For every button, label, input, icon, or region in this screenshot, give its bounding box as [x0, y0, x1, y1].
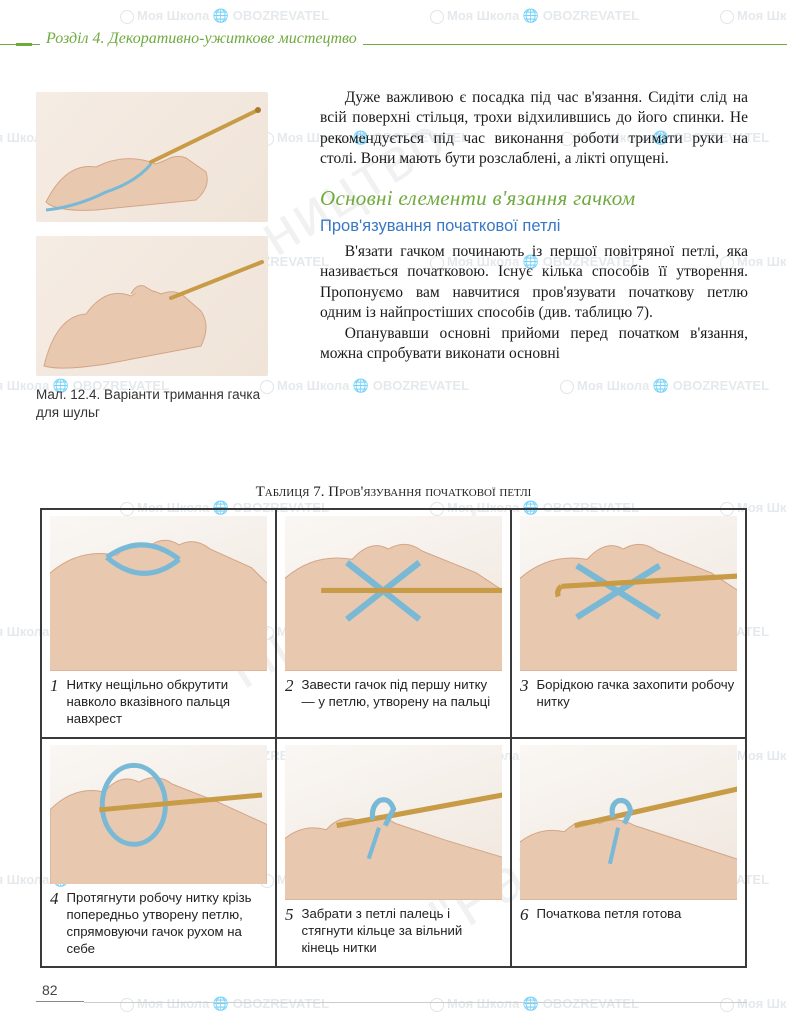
step-text: Нитку нещільно обкрутити навколо вказівн…	[67, 677, 268, 728]
step-cell-6: 6 Початкова петля готова	[511, 738, 746, 967]
step-cell-2: 2 Завести гачок під першу нитку — у петл…	[276, 509, 511, 738]
step-image-4	[50, 745, 267, 884]
step-cell-4: 4 Протягнути робочу нитку крізь попередн…	[41, 738, 276, 967]
step-number: 3	[520, 677, 529, 694]
watermark: Моя Школа 🌐 OBOZREVATEL	[720, 996, 787, 1012]
watermark: Моя Школа 🌐 OBOZREVATEL	[560, 378, 769, 394]
table-title-prefix: Таблиця 7.	[256, 484, 329, 500]
intro-paragraph: Дуже важливою є посадка під час в'язання…	[320, 88, 748, 170]
heading-2: Основні елементи в'язання гачком	[320, 186, 748, 211]
figure-photo-2	[36, 236, 268, 376]
watermark: Моя Школа 🌐 OBOZREVATEL	[120, 8, 329, 24]
right-column: Дуже важливою є посадка під час в'язання…	[320, 88, 748, 365]
figure-caption: Мал. 12.4. Варіанти тримання гачка для ш…	[36, 386, 276, 422]
step-cell-5: 5 Забрати з петлі палець і стягнути кіль…	[276, 738, 511, 967]
step-number: 1	[50, 677, 59, 694]
step-text: Борідкою гачка захопити робочу нитку	[537, 677, 738, 711]
paragraph-2: В'язати гачком починають із першої повіт…	[320, 242, 748, 324]
step-text: Протягнути робочу нитку крізь попередньо…	[67, 890, 268, 958]
watermark: Моя Школа 🌐 OBOZREVATEL	[120, 996, 329, 1012]
paragraph-3: Опанувавши основні прийоми перед початко…	[320, 324, 748, 365]
step-number: 4	[50, 890, 59, 907]
step-cell-3: 3 Борідкою гачка захопити робочу нитку	[511, 509, 746, 738]
step-text: Забрати з петлі палець і стягнути кільце…	[302, 906, 503, 957]
step-cell-1: 1 Нитку нещільно обкрутити навколо вказі…	[41, 509, 276, 738]
figure-photo-1	[36, 92, 268, 222]
section-header: Розділ 4. Декоративно-ужиткове мистецтво	[40, 30, 363, 48]
page-rule	[36, 1001, 84, 1002]
step-image-3	[520, 516, 737, 671]
step-text: Початкова петля готова	[537, 906, 682, 923]
step-image-5	[285, 745, 502, 900]
steps-table: 1 Нитку нещільно обкрутити навколо вказі…	[40, 508, 747, 968]
page-number: 82	[42, 982, 58, 998]
watermark: Моя Школа 🌐 OBOZREVATEL	[430, 996, 639, 1012]
step-number: 2	[285, 677, 294, 694]
header-dash	[16, 43, 32, 46]
watermark: Моя Школа 🌐 OBOZREVATEL	[430, 8, 639, 24]
table-title: Таблиця 7. Пров'язування початкової петл…	[0, 484, 787, 501]
step-image-1	[50, 516, 267, 671]
watermark: Моя Школа 🌐 OBOZREVATEL	[720, 8, 787, 24]
step-image-6	[520, 745, 737, 900]
table-title-main: Пров'язування початкової петлі	[328, 484, 531, 500]
step-number: 6	[520, 906, 529, 923]
step-text: Завести гачок під першу нитку — у петлю,…	[302, 677, 503, 711]
page-rule-long	[84, 1002, 747, 1003]
heading-3: Пров'язування початкової петлі	[320, 217, 748, 236]
step-number: 5	[285, 906, 294, 923]
left-column: Мал. 12.4. Варіанти тримання гачка для ш…	[36, 92, 296, 422]
step-image-2	[285, 516, 502, 671]
